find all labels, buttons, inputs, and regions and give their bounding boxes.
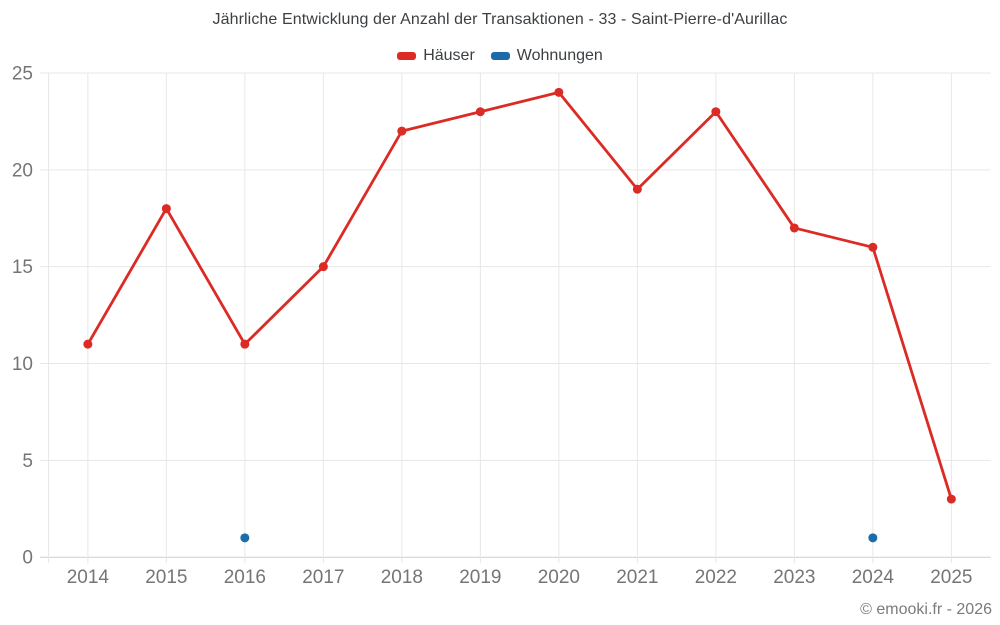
y-axis-tick-label: 10 <box>12 354 33 375</box>
x-axis-tick-label: 2015 <box>145 567 187 588</box>
chart-title: Jährliche Entwicklung der Anzahl der Tra… <box>212 11 788 28</box>
data-point-0 <box>946 494 956 504</box>
legend-item-haeuser[interactable]: Häuser <box>397 47 475 65</box>
legend-label-wohnungen: Wohnungen <box>516 47 603 64</box>
data-point-0 <box>397 126 407 136</box>
x-axis-tick-label: 2018 <box>381 567 423 588</box>
data-point-0 <box>240 339 250 349</box>
data-point-1 <box>868 533 878 543</box>
data-point-0 <box>475 107 485 117</box>
y-axis-tick-label: 0 <box>22 548 33 569</box>
y-axis-tick-label: 20 <box>12 160 33 181</box>
x-axis-tick-label: 2019 <box>459 567 501 588</box>
x-axis-tick-label: 2016 <box>224 567 266 588</box>
legend-item-wohnungen[interactable]: Wohnungen <box>490 47 603 65</box>
x-axis-tick-label: 2017 <box>302 567 344 588</box>
data-point-0 <box>868 242 878 252</box>
y-axis-tick-label: 25 <box>12 64 33 85</box>
data-point-0 <box>554 87 564 97</box>
x-axis-tick-label: 2025 <box>930 567 972 588</box>
data-point-0 <box>711 107 721 117</box>
x-axis-tick-label: 2023 <box>773 567 815 588</box>
x-axis-tick-label: 2021 <box>616 567 658 588</box>
x-axis-tick-label: 2014 <box>67 567 110 588</box>
legend-swatch-wohnungen <box>490 52 510 60</box>
copyright-footer: © emooki.fr - 2026 <box>860 601 992 618</box>
series-line-0 <box>86 90 953 501</box>
data-point-0 <box>318 262 328 272</box>
legend-swatch-haeuser <box>397 52 417 60</box>
data-point-0 <box>83 339 93 349</box>
x-axis-tick-label: 2022 <box>695 567 737 588</box>
x-axis-tick-label: 2024 <box>852 567 895 588</box>
data-point-0 <box>789 223 799 233</box>
data-point-0 <box>632 184 642 194</box>
x-axis-tick-label: 2020 <box>538 567 580 588</box>
data-point-0 <box>161 204 171 214</box>
chart-legend: Häuser Wohnungen <box>0 47 1000 65</box>
y-axis-tick-label: 5 <box>22 451 33 472</box>
data-point-1 <box>240 533 250 543</box>
legend-label-haeuser: Häuser <box>423 47 475 64</box>
y-axis-tick-label: 15 <box>12 257 33 278</box>
